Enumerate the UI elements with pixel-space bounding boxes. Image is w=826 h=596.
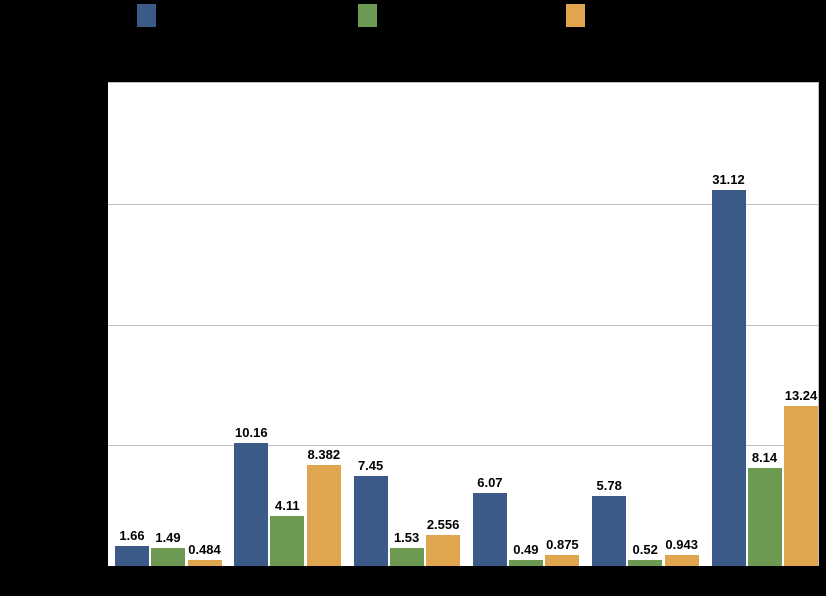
gridline [108, 445, 818, 447]
bar-series3-group4 [545, 555, 580, 566]
bar-series2-group6 [747, 467, 782, 566]
bar-value-label: 0.484 [188, 542, 221, 558]
legend-item [137, 4, 163, 27]
bar-value-label: 1.49 [155, 530, 181, 546]
bar-value-label: 2.556 [426, 517, 460, 533]
bar-value-label: 8.14 [751, 449, 778, 465]
bar-series1-group4 [472, 492, 507, 566]
bar-series1-group2 [234, 443, 269, 566]
bar-value-label: 0.52 [632, 541, 658, 557]
bar-value-label: 1.66 [119, 527, 145, 543]
bar-series2-group3 [389, 547, 424, 566]
bar-series1-group5 [592, 496, 627, 566]
bar-value-label: 10.16 [235, 425, 268, 441]
bar-value-label: 5.78 [596, 478, 622, 494]
legend [0, 0, 826, 32]
bar-value-label: 0.49 [513, 542, 539, 558]
bar-series2-group4 [508, 560, 543, 566]
legend-swatch [358, 4, 377, 27]
bar-value-label: 31.12 [712, 172, 745, 188]
bar-value-label: 1.53 [393, 529, 420, 545]
bar-value-label: 8.382 [307, 446, 341, 462]
bar-value-label: 4.11 [275, 498, 300, 514]
bar-series3-group2 [306, 464, 341, 566]
bar-value-label: 13.24 [784, 388, 818, 404]
legend-swatch [137, 4, 156, 27]
legend-item [566, 4, 592, 27]
plot-area: 1.66 10.16 7.45 6.07 5.78 31.12 1.49 4.11 1.53 0.… [108, 82, 819, 566]
bar-value-label: 7.45 [357, 458, 384, 474]
legend-swatch [566, 4, 585, 27]
bar-series1-group6 [711, 190, 746, 566]
bar-value-label: 6.07 [477, 474, 503, 490]
bar-series1-group1 [115, 545, 149, 566]
bar-series3-group5 [664, 554, 699, 566]
gridline [108, 203, 818, 205]
bar-series1-group3 [353, 476, 388, 566]
bar-value-label: 0.943 [665, 536, 698, 552]
bar-series2-group1 [151, 548, 185, 566]
bar-series3-group1 [187, 560, 222, 566]
gridline [108, 324, 818, 326]
bar-series2-group5 [628, 559, 663, 566]
bar-series3-group3 [426, 535, 461, 566]
bar-value-label: 0.875 [546, 537, 579, 553]
bar-series3-group6 [784, 406, 818, 566]
legend-item [358, 4, 384, 27]
bar-series2-group2 [270, 516, 305, 566]
